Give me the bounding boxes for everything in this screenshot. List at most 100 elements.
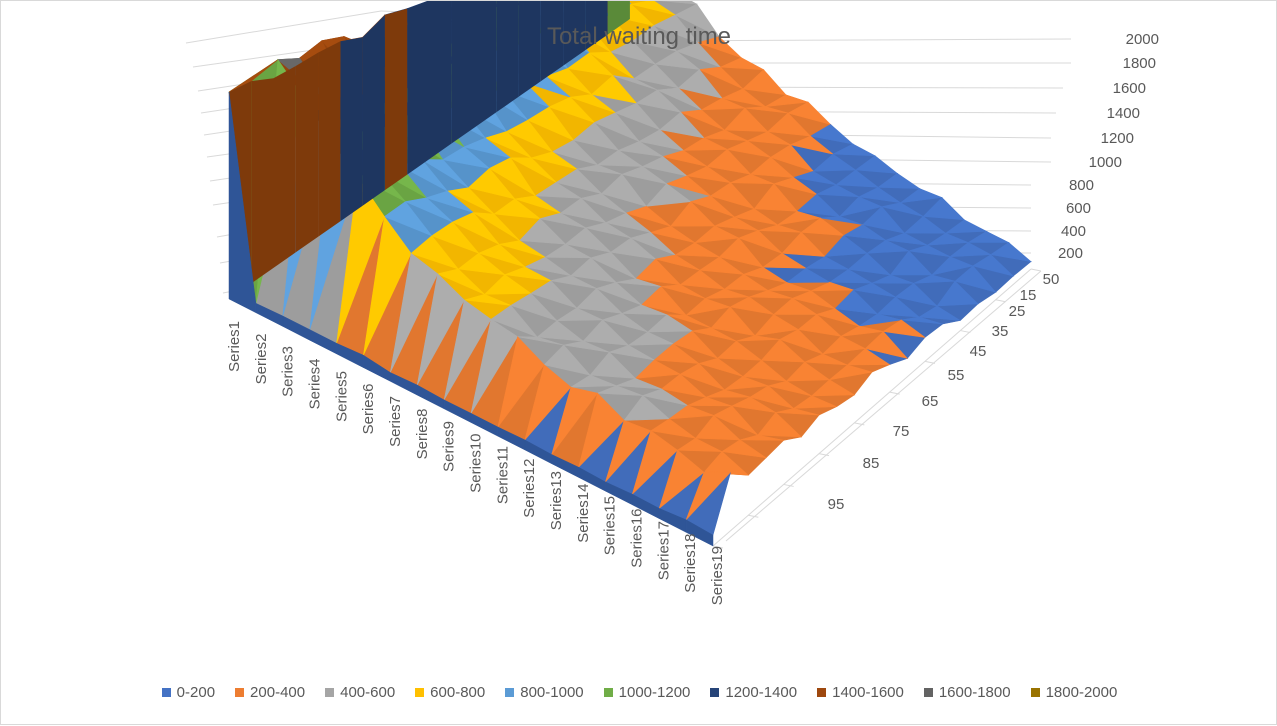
surface-facet xyxy=(527,106,575,141)
surface-facet xyxy=(660,284,706,299)
surface-facet xyxy=(721,88,766,107)
surface-wall xyxy=(251,78,274,284)
surface-facet xyxy=(972,254,1015,277)
surface-facet xyxy=(490,304,539,338)
surface-facet xyxy=(609,40,657,65)
legend-label: 1000-1200 xyxy=(618,684,691,701)
surface-facet xyxy=(616,378,662,390)
surface-facet xyxy=(852,282,896,298)
surface-facet xyxy=(540,212,586,229)
legend-item: 600-800 xyxy=(415,684,485,701)
surface-facet xyxy=(473,212,520,241)
surface-facet xyxy=(620,166,667,185)
legend-label: 1400-1600 xyxy=(832,684,904,701)
legend-swatch xyxy=(603,688,613,697)
surface-facet xyxy=(404,197,453,223)
surface-facet xyxy=(625,205,671,227)
surface-facet xyxy=(610,237,657,260)
surface-facet xyxy=(604,212,651,233)
surface-facet xyxy=(674,3,720,38)
series-tick-label: Series2 xyxy=(253,334,270,385)
surface-facet xyxy=(815,308,860,327)
surface-facet xyxy=(524,364,572,441)
legend-label: 600-800 xyxy=(430,684,486,701)
surface-facet xyxy=(864,331,909,359)
legend-item: 1000-1200 xyxy=(603,684,691,701)
surface-facet xyxy=(772,177,817,195)
surface-facet xyxy=(390,252,439,373)
surface-facet xyxy=(659,111,705,139)
surface-facet xyxy=(793,170,837,186)
z-tick-label: 600 xyxy=(1066,200,1091,217)
surface-facet xyxy=(720,57,764,70)
surface-facet xyxy=(635,258,682,286)
surface-facet xyxy=(661,150,708,167)
surface-facet xyxy=(930,256,974,276)
surface-wall xyxy=(318,41,341,237)
surface-facet xyxy=(467,167,516,200)
surface-facet xyxy=(582,319,630,346)
surface-facet xyxy=(882,319,926,338)
surface-facet xyxy=(820,216,863,225)
surface-facet xyxy=(621,304,668,316)
surface-facet xyxy=(779,329,824,355)
surface-facet xyxy=(559,197,607,224)
surface-facet xyxy=(484,131,532,159)
surface-facet xyxy=(655,254,701,271)
legend-swatch xyxy=(161,688,171,697)
surface-facet xyxy=(634,359,682,379)
surface-facet xyxy=(654,50,701,70)
surface-facet xyxy=(729,296,774,315)
surface-facet xyxy=(685,471,732,521)
surface-facet xyxy=(737,230,783,254)
legend-swatch xyxy=(325,688,335,697)
surface-facet xyxy=(796,193,841,217)
surface-facet xyxy=(585,222,631,239)
surface-facet xyxy=(551,386,599,455)
surface-facet xyxy=(697,357,744,377)
surface-facet xyxy=(566,52,614,77)
surface-facet xyxy=(563,340,610,353)
surface-facet xyxy=(949,242,992,258)
legend-label: 1200-1400 xyxy=(725,684,798,701)
surface-facet xyxy=(579,193,627,214)
surface-facet xyxy=(550,275,597,289)
surface-facet xyxy=(569,374,617,388)
surface-facet xyxy=(687,396,732,407)
surface-facet xyxy=(675,42,721,68)
surface-facet xyxy=(739,434,784,441)
surface-facet xyxy=(431,221,480,254)
surface-facet xyxy=(913,274,956,284)
surface-facet xyxy=(504,266,552,281)
surface-facet xyxy=(638,129,685,152)
surface-facet xyxy=(824,235,868,257)
surface-facet xyxy=(876,296,920,318)
surface-facet xyxy=(809,124,854,145)
surface-facet xyxy=(954,265,997,293)
surface-facet xyxy=(689,195,735,218)
z-tick-label: 1800 xyxy=(1123,55,1156,72)
surface-facet xyxy=(922,197,965,221)
series-tick-label: Series19 xyxy=(709,546,726,605)
surface-facet xyxy=(589,351,637,379)
surface-facet xyxy=(576,287,623,314)
x-tick-label: 45 xyxy=(970,343,987,360)
surface-facet xyxy=(383,201,433,237)
surface-wall xyxy=(407,1,430,175)
surface-facet xyxy=(885,232,928,246)
surface-facet xyxy=(680,109,725,131)
surface-facet xyxy=(572,122,620,151)
surface-facet xyxy=(899,188,943,204)
series-tick-label: Series18 xyxy=(682,534,699,593)
surface-facet xyxy=(551,139,599,166)
surface-facet xyxy=(363,215,412,356)
x-tick-label: 15 xyxy=(1020,287,1037,304)
surface-facet xyxy=(967,230,1009,243)
series-tick-label: Series15 xyxy=(602,496,619,555)
surface-facet xyxy=(665,175,711,197)
surface-facet xyxy=(578,392,625,469)
surface-facet xyxy=(713,216,759,231)
series-tick-label: Series7 xyxy=(387,396,404,447)
surface-facet xyxy=(641,156,687,177)
